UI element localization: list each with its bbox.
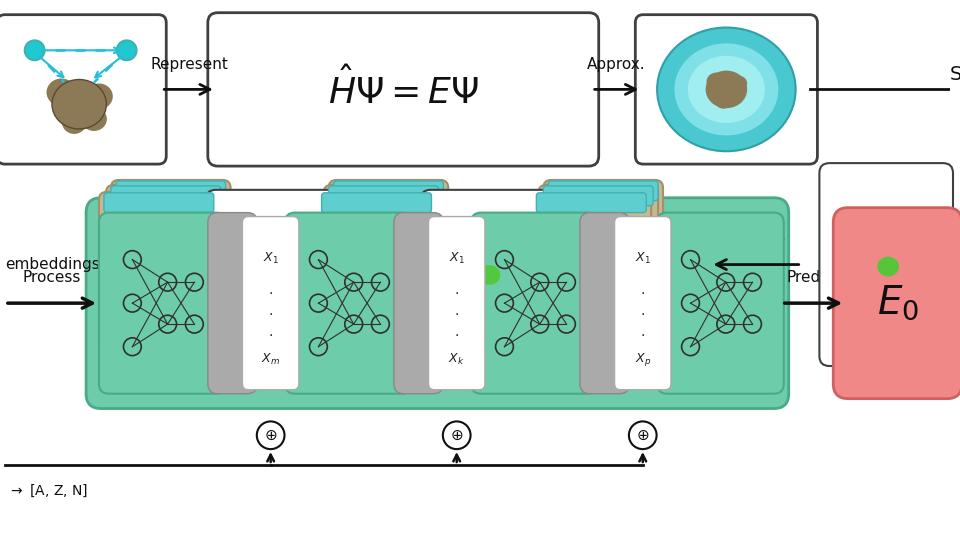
Text: .: . (640, 284, 645, 297)
FancyBboxPatch shape (420, 190, 554, 356)
FancyBboxPatch shape (106, 185, 226, 347)
Text: .: . (269, 304, 273, 318)
FancyBboxPatch shape (104, 193, 214, 213)
Ellipse shape (82, 107, 107, 131)
Text: Predict: Predict (787, 271, 840, 285)
FancyBboxPatch shape (328, 186, 439, 206)
FancyBboxPatch shape (548, 181, 659, 201)
Text: $X_p$: $X_p$ (635, 351, 651, 368)
Circle shape (257, 421, 284, 449)
FancyBboxPatch shape (580, 213, 630, 394)
Ellipse shape (839, 267, 894, 325)
FancyBboxPatch shape (0, 15, 166, 164)
Ellipse shape (46, 78, 76, 106)
Circle shape (25, 40, 44, 60)
Ellipse shape (443, 221, 496, 285)
FancyBboxPatch shape (86, 198, 789, 409)
FancyBboxPatch shape (820, 163, 953, 366)
Text: .: . (454, 284, 459, 297)
Text: $X_m$: $X_m$ (261, 352, 280, 367)
Ellipse shape (484, 273, 535, 328)
FancyBboxPatch shape (110, 186, 221, 206)
FancyBboxPatch shape (99, 213, 226, 394)
Text: $X_1$: $X_1$ (263, 251, 278, 266)
Circle shape (117, 40, 136, 60)
Ellipse shape (707, 72, 727, 90)
Text: Process: Process (728, 230, 786, 245)
Text: .: . (269, 284, 273, 297)
FancyBboxPatch shape (110, 180, 230, 342)
Text: $X_1$: $X_1$ (448, 251, 465, 266)
FancyBboxPatch shape (636, 15, 817, 164)
Ellipse shape (886, 220, 936, 279)
FancyBboxPatch shape (471, 213, 598, 394)
Ellipse shape (226, 276, 280, 333)
FancyBboxPatch shape (324, 185, 444, 347)
FancyBboxPatch shape (428, 217, 485, 390)
Ellipse shape (841, 213, 896, 277)
Text: $\oplus$: $\oplus$ (636, 428, 649, 443)
FancyBboxPatch shape (539, 185, 659, 347)
FancyBboxPatch shape (394, 213, 444, 394)
FancyBboxPatch shape (285, 213, 412, 394)
Ellipse shape (675, 43, 779, 136)
Ellipse shape (478, 265, 500, 285)
Text: .: . (640, 304, 645, 318)
Ellipse shape (228, 221, 282, 285)
FancyBboxPatch shape (657, 213, 783, 394)
FancyBboxPatch shape (317, 192, 437, 354)
Ellipse shape (269, 273, 320, 328)
Ellipse shape (882, 265, 934, 320)
Text: embeddings: embeddings (5, 257, 100, 272)
Ellipse shape (61, 110, 86, 134)
Ellipse shape (441, 276, 494, 333)
Ellipse shape (730, 76, 747, 91)
Ellipse shape (657, 28, 796, 151)
Ellipse shape (706, 71, 747, 108)
Circle shape (443, 421, 470, 449)
Text: .: . (454, 325, 459, 339)
FancyBboxPatch shape (543, 186, 653, 206)
FancyBboxPatch shape (243, 217, 299, 390)
Text: Process: Process (22, 271, 81, 285)
Text: .: . (454, 304, 459, 318)
Ellipse shape (264, 265, 285, 285)
FancyBboxPatch shape (116, 181, 226, 201)
FancyBboxPatch shape (543, 180, 663, 342)
Text: $E_0$: $E_0$ (876, 284, 919, 322)
Text: .: . (640, 325, 645, 339)
Ellipse shape (85, 84, 113, 109)
Text: $\hat{H}\Psi=E\Psi$: $\hat{H}\Psi=E\Psi$ (327, 68, 479, 111)
Text: $X_1$: $X_1$ (635, 251, 651, 266)
Ellipse shape (273, 228, 323, 288)
Text: $\rightarrow$ [A, Z, N]: $\rightarrow$ [A, Z, N] (8, 483, 88, 499)
FancyBboxPatch shape (207, 213, 257, 394)
FancyBboxPatch shape (532, 192, 651, 354)
FancyBboxPatch shape (822, 165, 951, 364)
FancyBboxPatch shape (328, 180, 448, 342)
FancyBboxPatch shape (322, 193, 431, 213)
Ellipse shape (877, 256, 900, 276)
FancyBboxPatch shape (614, 217, 671, 390)
Text: $X_k$: $X_k$ (448, 352, 465, 367)
Text: S: S (950, 65, 960, 84)
FancyBboxPatch shape (833, 208, 960, 399)
FancyBboxPatch shape (207, 13, 599, 166)
FancyBboxPatch shape (99, 192, 219, 354)
Text: Represent: Represent (150, 57, 228, 72)
FancyBboxPatch shape (205, 190, 340, 356)
Text: $\oplus$: $\oplus$ (264, 428, 277, 443)
Text: Approx.: Approx. (588, 57, 646, 72)
FancyBboxPatch shape (333, 181, 444, 201)
Text: .: . (269, 325, 273, 339)
Ellipse shape (488, 228, 537, 288)
Ellipse shape (52, 79, 107, 129)
Circle shape (629, 421, 657, 449)
Text: $\oplus$: $\oplus$ (450, 428, 464, 443)
Ellipse shape (687, 56, 765, 123)
Ellipse shape (715, 94, 732, 109)
FancyBboxPatch shape (537, 193, 646, 213)
